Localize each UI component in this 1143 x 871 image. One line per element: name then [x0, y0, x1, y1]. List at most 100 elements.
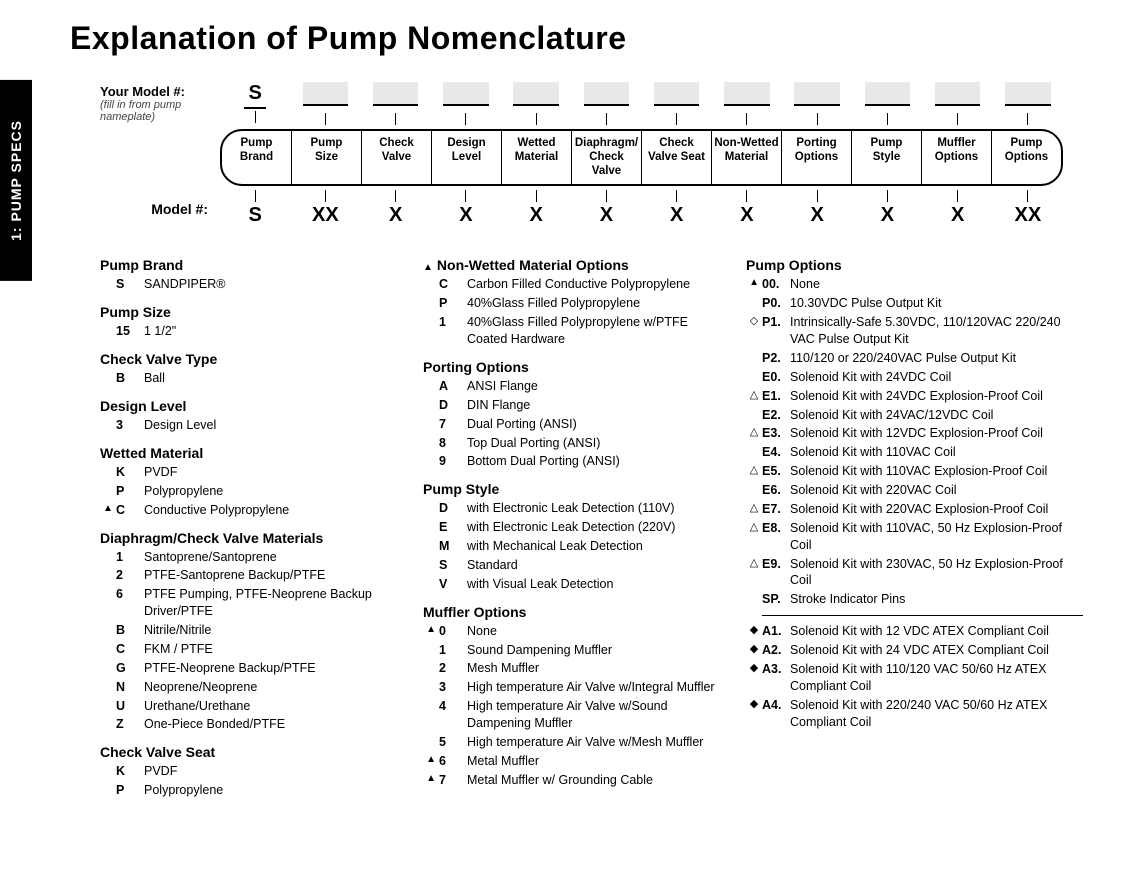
your-model-slot [431, 82, 501, 125]
your-model-slot [501, 82, 571, 125]
symbol-tri-o-icon [746, 520, 762, 535]
model-code: S [248, 204, 261, 226]
option-desc: PVDF [144, 464, 393, 481]
model-code: XX [312, 204, 339, 226]
model-slot: X [712, 190, 782, 227]
option-item: Mwith Mechanical Leak Detection [423, 537, 716, 556]
your-model-fill-slot[interactable] [584, 82, 630, 106]
option-code: B [116, 622, 144, 639]
option-group: Check Valve SeatKPVDFPPolypropylene [100, 744, 393, 800]
option-code: K [116, 763, 144, 780]
option-code: A [439, 378, 467, 395]
your-model-slot [782, 82, 852, 125]
option-code: P0. [762, 295, 790, 312]
option-code: 5 [439, 734, 467, 751]
your-model-fill-slot[interactable] [724, 82, 770, 106]
option-code: SP. [762, 591, 790, 608]
option-desc: PVDF [144, 763, 393, 780]
options-col-3: Pump Options 00.NoneP0.10.30VDC Pulse Out… [746, 257, 1083, 810]
option-desc: High temperature Air Valve w/Sound Dampe… [467, 698, 716, 732]
group-title: Pump Size [100, 304, 393, 320]
your-model-fill-slot[interactable] [935, 82, 981, 106]
option-desc: Bottom Dual Porting (ANSI) [467, 453, 716, 470]
option-item: E5.Solenoid Kit with 110VAC Explosion-Pr… [746, 462, 1083, 481]
option-code: E4. [762, 444, 790, 461]
option-item: NNeoprene/Neoprene [100, 678, 393, 697]
option-desc: Design Level [144, 417, 393, 434]
option-item: Dwith Electronic Leak Detection (110V) [423, 499, 716, 518]
option-item: SP.Stroke Indicator Pins [746, 590, 1083, 609]
option-code: 6 [439, 753, 467, 770]
options-grid: Pump BrandSSANDPIPER®Pump Size151 1/2"Ch… [100, 257, 1083, 810]
option-group: Pump StyleDwith Electronic Leak Detectio… [423, 481, 716, 593]
segment-label: PortingOptions [782, 131, 852, 184]
symbol-tri-icon [746, 276, 762, 290]
option-group: Pump BrandSSANDPIPER® [100, 257, 393, 294]
option-code: 1 [439, 314, 467, 331]
your-model-fill-slot[interactable] [865, 82, 911, 106]
option-desc: Intrinsically-Safe 5.30VDC, 110/120VAC 2… [790, 314, 1083, 348]
your-model-fill-slot[interactable] [794, 82, 840, 106]
option-code: K [116, 464, 144, 481]
model-slot: X [501, 190, 571, 227]
option-code: E2. [762, 407, 790, 424]
your-model-fill-slot[interactable] [654, 82, 700, 106]
group-title: Pump Options [746, 257, 1083, 273]
option-desc: 40%Glass Filled Polypropylene [467, 295, 716, 312]
option-item: P0.10.30VDC Pulse Output Kit [746, 294, 1083, 313]
option-desc: High temperature Air Valve w/Mesh Muffle… [467, 734, 716, 751]
option-item: 7Metal Muffler w/ Grounding Cable [423, 771, 716, 790]
option-item: A1.Solenoid Kit with 12 VDC ATEX Complia… [746, 622, 1083, 641]
option-desc: Santoprene/Santoprene [144, 549, 393, 566]
model-code: X [459, 204, 472, 226]
option-desc: None [467, 623, 716, 640]
group-title: Diaphragm/Check Valve Materials [100, 530, 393, 546]
option-desc: Solenoid Kit with 24VDC Coil [790, 369, 1083, 386]
option-desc: Solenoid Kit with 220VAC Explosion-Proof… [790, 501, 1083, 518]
symbol-tri-o-icon [746, 556, 762, 571]
your-model-slot: S [220, 82, 290, 125]
option-item: BBall [100, 369, 393, 388]
option-item: KPVDF [100, 762, 393, 781]
option-desc: Standard [467, 557, 716, 574]
option-code: E3. [762, 425, 790, 442]
model-slot: XX [993, 190, 1063, 227]
segment-label: PumpSize [292, 131, 362, 184]
your-model-fixed: S [244, 82, 265, 109]
option-desc: Polypropylene [144, 782, 393, 799]
option-code: D [439, 500, 467, 517]
model-code: X [670, 204, 683, 226]
option-code: P1. [762, 314, 790, 331]
option-item: 9Bottom Dual Porting (ANSI) [423, 452, 716, 471]
option-desc: DIN Flange [467, 397, 716, 414]
your-model-fill-slot[interactable] [303, 82, 349, 106]
symbol-dia-icon [746, 642, 762, 657]
your-model-fill-slot[interactable] [1005, 82, 1051, 106]
option-code: 6 [116, 586, 144, 603]
option-code: 00. [762, 276, 790, 293]
option-code: C [116, 641, 144, 658]
option-item: 1Santoprene/Santoprene [100, 548, 393, 567]
your-model-slot [923, 82, 993, 125]
model-slot: X [923, 190, 993, 227]
option-code: B [116, 370, 144, 387]
your-model-slot [571, 82, 641, 125]
option-item: CFKM / PTFE [100, 640, 393, 659]
option-desc: Solenoid Kit with 24VDC Explosion-Proof … [790, 388, 1083, 405]
option-desc: Urethane/Urethane [144, 698, 393, 715]
your-model-fill-slot[interactable] [373, 82, 419, 106]
your-model-fill-slot[interactable] [513, 82, 559, 106]
option-desc: PTFE-Neoprene Backup/PTFE [144, 660, 393, 677]
option-item: 2Mesh Muffler [423, 659, 716, 678]
option-desc: Neoprene/Neoprene [144, 679, 393, 696]
options-col-1: Pump BrandSSANDPIPER®Pump Size151 1/2"Ch… [100, 257, 393, 810]
option-code: A4. [762, 697, 790, 714]
your-model-fill-slot[interactable] [443, 82, 489, 106]
model-slot: X [852, 190, 922, 227]
option-item: 00.None [746, 275, 1083, 294]
option-code: E8. [762, 520, 790, 537]
option-code: V [439, 576, 467, 593]
model-slot: S [220, 190, 290, 227]
option-code: 3 [439, 679, 467, 696]
option-item: P40%Glass Filled Polypropylene [423, 294, 716, 313]
